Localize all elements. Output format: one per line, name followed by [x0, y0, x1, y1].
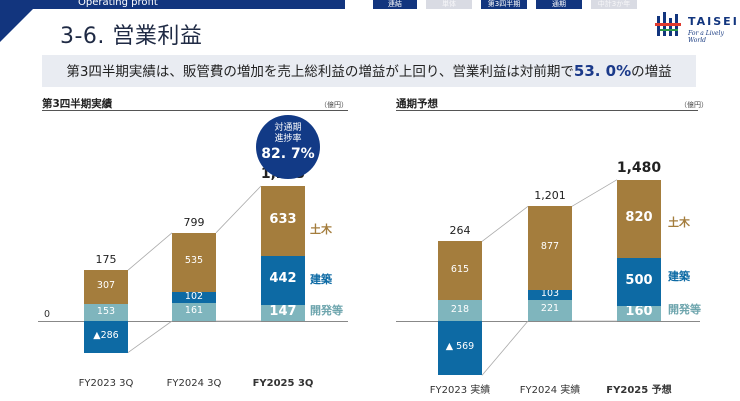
connector-0-0-1 [127, 320, 173, 353]
connector-0-0-0 [127, 232, 173, 271]
bar-建築-FY2023_実績: ▲ 569 [438, 321, 482, 376]
bar-開発等-FY2023_3Q: 153 [84, 304, 128, 321]
x-axis-label-FY2025_3Q: FY2025 3Q [252, 378, 314, 389]
right-zero-line [396, 321, 700, 322]
bar-建築-FY2025_3Q: 442 [261, 255, 305, 305]
left-legend-development: 開発等 [310, 304, 343, 317]
data-label-土木-FY2023_実績: 615 [450, 263, 470, 275]
header-band [0, 0, 345, 9]
data-label-土木-FY2025_3Q: 633 [269, 211, 297, 227]
data-label-開発等-FY2023_実績: 218 [450, 303, 470, 315]
data-label-土木-FY2025_予想: 820 [625, 209, 653, 225]
data-label-開発等-FY2024_3Q: 161 [184, 305, 204, 317]
corner-accent [0, 0, 42, 42]
bar-土木-FY2025_予想: 820 [617, 179, 661, 258]
left-panel-title: 第3四半期実績 [42, 98, 113, 110]
bubble-line2: 進捗率 [274, 134, 302, 144]
data-label-建築-FY2025_予想: 500 [625, 272, 653, 288]
bar-建築-FY2024_3Q: 102 [172, 290, 216, 304]
data-label-建築-FY2025_3Q: 442 [269, 271, 297, 287]
total-label-FY2025_予想: 1,480 [616, 159, 662, 176]
progress-bubble: 対通期 進捗率 82. 7% [256, 115, 320, 179]
tab-non-consolidated[interactable]: 単体 [426, 0, 472, 9]
right-panel-rule [396, 110, 698, 111]
right-legend-building: 建築 [668, 270, 690, 283]
data-label-開発等-FY2023_3Q: 153 [96, 305, 116, 317]
right-legend-development: 開発等 [668, 303, 701, 316]
data-label-建築-FY2024_3Q: 102 [184, 290, 204, 302]
left-panel-rule [42, 110, 348, 111]
data-label-土木-FY2024_実績: 877 [540, 241, 560, 253]
left-unit-label: （億円） [320, 101, 348, 109]
x-axis-label-FY2025_予想: FY2025 予想 [606, 385, 672, 396]
left-zero-label: 0 [44, 309, 51, 320]
bar-開発等-FY2025_予想: 160 [617, 304, 661, 321]
data-label-開発等-FY2024_実績: 221 [540, 303, 560, 315]
banner-text-after: の増益 [631, 64, 672, 80]
bar-土木-FY2023_実績: 615 [438, 241, 482, 301]
connector-1-0-1 [481, 320, 529, 376]
bar-土木-FY2025_3Q: 633 [261, 185, 305, 256]
data-label-建築-FY2024_実績: 103 [540, 287, 560, 299]
tab-medium-term-plan[interactable]: 中計3か年 [591, 0, 637, 9]
x-axis-label-FY2024_3Q: FY2024 3Q [166, 378, 222, 389]
data-label-建築-FY2023_3Q: ▲286 [93, 329, 119, 341]
bar-建築-FY2025_予想: 500 [617, 257, 661, 306]
left-legend-civil: 土木 [310, 223, 332, 236]
logo-wordmark: TAISEI [688, 15, 739, 28]
data-label-土木-FY2023_3Q: 307 [96, 280, 116, 292]
total-label-FY2024_実績: 1,201 [534, 189, 566, 203]
left-legend-building: 建築 [310, 273, 332, 286]
connector-1-1-0 [571, 179, 618, 207]
bar-建築-FY2023_3Q: ▲286 [84, 321, 128, 353]
bar-開発等-FY2024_3Q: 161 [172, 303, 216, 321]
data-label-建築-FY2023_実績: ▲ 569 [445, 341, 475, 353]
bubble-line1: 対通期 [274, 123, 302, 133]
left-zero-line [38, 321, 348, 322]
bar-建築-FY2024_実績: 103 [528, 287, 572, 300]
bar-土木-FY2024_3Q: 535 [172, 232, 216, 292]
data-label-開発等-FY2025_予想: 160 [625, 304, 653, 320]
total-label-FY2023_実績: 264 [449, 224, 471, 238]
x-axis-label-FY2023_3Q: FY2023 3Q [78, 378, 134, 389]
right-unit-label: （億円） [680, 101, 708, 109]
connector-1-0-0 [481, 205, 529, 242]
summary-banner: 第3四半期実績は、販管費の増加を売上総利益の増益が上回り、営業利益は対前期で53… [42, 55, 696, 87]
data-label-土木-FY2024_3Q: 535 [184, 255, 204, 267]
tab-full-year[interactable]: 通期 [536, 0, 582, 9]
x-axis-label-FY2024_実績: FY2024 実績 [519, 385, 581, 396]
right-panel-title: 通期予想 [396, 98, 438, 110]
banner-text-before: 第3四半期実績は、販管費の増加を売上総利益の増益が上回り、営業利益は対前期で [66, 64, 574, 80]
x-axis-label-FY2023_実績: FY2023 実績 [429, 385, 491, 396]
total-label-FY2023_3Q: 175 [95, 253, 117, 267]
data-label-開発等-FY2025_3Q: 147 [269, 303, 297, 319]
total-label-FY2024_3Q: 799 [183, 215, 205, 229]
tab-consolidated[interactable]: 連結 [373, 0, 417, 9]
right-legend-civil: 土木 [668, 216, 690, 229]
bar-開発等-FY2024_実績: 221 [528, 299, 572, 321]
logo-tagline: For a Lively World [688, 30, 724, 44]
bar-土木-FY2023_3Q: 307 [84, 270, 128, 305]
bar-開発等-FY2023_実績: 218 [438, 300, 482, 321]
bubble-value: 82. 7% [261, 146, 315, 162]
taisei-logo-icon [655, 12, 681, 36]
bar-土木-FY2024_実績: 877 [528, 206, 572, 291]
page-subtitle: Operating profit [78, 0, 158, 8]
connector-0-1-0 [215, 185, 262, 234]
bar-開発等-FY2025_3Q: 147 [261, 303, 305, 321]
tab-third-quarter[interactable]: 第3四半期 [481, 0, 527, 9]
page-title: 3-6. 営業利益 [60, 24, 203, 49]
banner-highlight: 53. 0% [573, 62, 632, 80]
